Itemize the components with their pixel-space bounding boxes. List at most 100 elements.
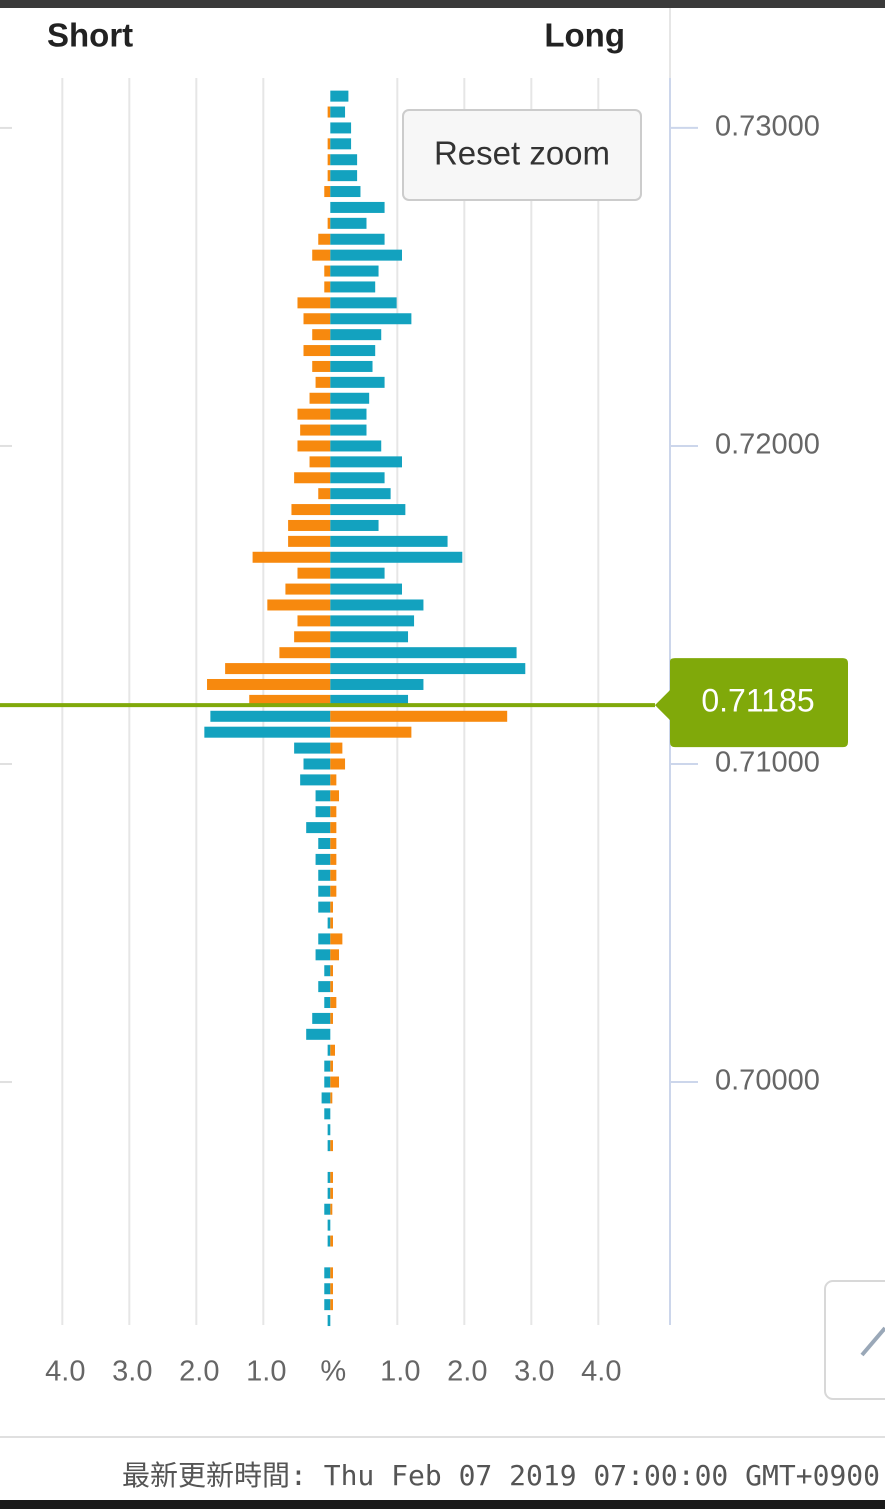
bar [324,281,331,293]
bar [330,885,337,897]
bar [324,965,331,977]
button-label[interactable]: Reset zoom [434,135,610,172]
bar [330,233,385,245]
x-tick-label: 4.0 [45,1356,85,1388]
bar [330,838,337,850]
bar [330,615,415,627]
x-tick-label: 4.0 [581,1356,621,1388]
bar [300,774,331,786]
bar [303,758,331,770]
bar [330,933,343,945]
bar [312,249,331,261]
bar [330,519,379,531]
bar [330,535,448,547]
bar [330,1203,333,1215]
x-tick-label: 1.0 [246,1356,286,1388]
bar [330,313,412,325]
bar [330,440,382,452]
bar [327,154,331,166]
bar [327,106,331,118]
bar [330,504,406,516]
bar [312,1012,331,1024]
bar [327,217,331,229]
bar [330,694,409,706]
bar [330,408,367,420]
bar [318,869,331,881]
y-tick-label: 0.72000 [715,429,820,461]
bar [318,233,331,245]
bar [327,170,331,182]
footer-timestamp: 最新更新時間: Thu Feb 07 2019 07:00:00 GMT+090… [122,1459,880,1492]
bar [330,583,402,595]
bar [327,1171,331,1183]
x-tick-label: 2.0 [447,1356,487,1388]
bar [330,472,385,484]
x-tick-label: 1.0 [380,1356,420,1388]
bar [324,1283,331,1295]
bar [324,186,331,198]
current-price-flag [655,658,848,748]
y-tick-label: 0.71000 [715,747,820,779]
bar [330,758,346,770]
bar [327,1235,331,1247]
bar [330,1012,333,1024]
bar [330,726,412,738]
bar [330,806,337,818]
bar [285,583,331,595]
y-tick-label: 0.73000 [715,111,820,143]
bar [315,790,331,802]
bar [306,822,331,834]
current-price-label: 0.71185 [701,683,814,719]
bottom-bar [0,1500,885,1509]
bar [330,551,463,563]
bar [315,853,331,865]
widget-box[interactable] [824,1280,885,1400]
x-tick-label: 3.0 [112,1356,152,1388]
bar [297,408,331,420]
bar [294,742,331,754]
bar [330,170,358,182]
bar [318,901,331,913]
bar [330,663,526,675]
bar [330,1187,333,1199]
bar [330,1267,333,1279]
bar [330,297,397,309]
bar [324,997,331,1009]
bar [249,694,331,706]
bar [324,265,331,277]
bar [297,615,331,627]
bar [294,631,331,643]
bar [330,965,333,977]
bar [330,981,333,993]
button-bg[interactable] [402,109,642,201]
bar [330,424,367,436]
bar [297,297,331,309]
bar [330,742,343,754]
bar [225,663,331,675]
bar [324,1060,331,1072]
side-widget[interactable] [824,1280,885,1400]
bar [204,726,331,738]
bar [330,853,337,865]
bar [327,1044,331,1056]
bar [330,869,337,881]
bar [288,519,331,531]
bar [324,1108,331,1120]
y-tick-label: 0.70000 [715,1065,820,1097]
reset-zoom-button[interactable]: Reset zoom [402,109,642,201]
bar [288,535,331,547]
bar [207,678,331,690]
bar [330,1171,333,1183]
bar [303,313,331,325]
bar [330,360,373,372]
bar [330,1299,333,1311]
bar [324,1203,331,1215]
bar [330,186,361,198]
bar [327,917,331,929]
bar [294,472,331,484]
bar [303,345,331,357]
bar [330,997,337,1009]
bar [330,631,409,643]
bar [330,822,337,834]
